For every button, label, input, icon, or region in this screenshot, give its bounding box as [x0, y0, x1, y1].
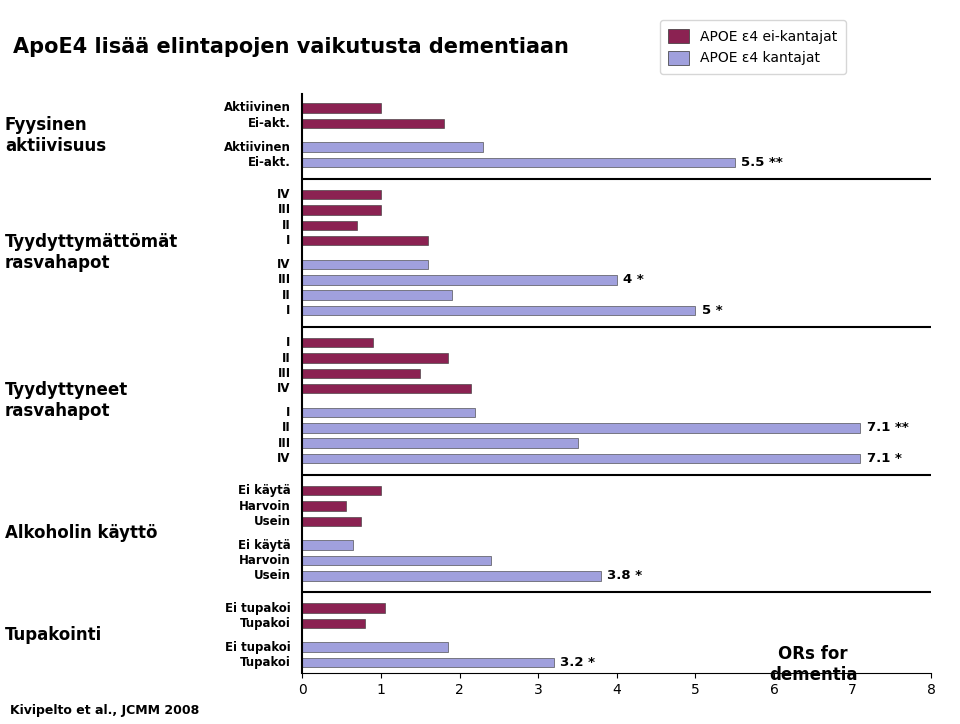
Text: Tupakointi: Tupakointi — [5, 626, 102, 644]
Bar — [302, 384, 471, 393]
Bar — [302, 221, 357, 230]
Text: IV: IV — [277, 452, 291, 465]
Text: Ei käytä: Ei käytä — [238, 484, 291, 497]
Text: Usein: Usein — [253, 515, 291, 528]
Text: II: II — [282, 352, 291, 364]
Bar — [302, 556, 491, 565]
Text: III: III — [277, 203, 291, 216]
Bar — [302, 642, 447, 652]
Text: I: I — [286, 336, 291, 349]
Bar — [302, 408, 475, 417]
Bar — [302, 658, 554, 668]
Text: 5 *: 5 * — [702, 304, 722, 317]
Bar — [302, 119, 444, 128]
Text: ApoE4 lisää elintapojen vaikutusta dementiaan: ApoE4 lisää elintapojen vaikutusta demen… — [13, 37, 569, 57]
Text: Fyysinen
aktiivisuus: Fyysinen aktiivisuus — [5, 116, 106, 154]
Text: Tyydyttymättömät
rasvahapot: Tyydyttymättömät rasvahapot — [5, 233, 178, 272]
Text: 5.5 **: 5.5 ** — [741, 156, 782, 169]
Bar — [302, 190, 381, 199]
Text: I: I — [286, 234, 291, 247]
Bar — [302, 236, 428, 245]
Text: II: II — [282, 421, 291, 434]
Text: II: II — [282, 219, 291, 232]
Bar — [302, 260, 428, 269]
Text: III: III — [277, 437, 291, 450]
Bar — [302, 143, 483, 152]
Text: Aktiivinen: Aktiivinen — [224, 101, 291, 114]
Text: Tupakoi: Tupakoi — [240, 656, 291, 669]
Text: Ei tupakoi: Ei tupakoi — [225, 602, 291, 615]
Bar — [302, 603, 385, 613]
Text: Harvoin: Harvoin — [239, 554, 291, 567]
Bar — [302, 571, 601, 581]
Text: III: III — [277, 273, 291, 286]
Text: 3.8 *: 3.8 * — [608, 569, 642, 582]
Bar — [302, 369, 420, 378]
Text: I: I — [286, 406, 291, 419]
Text: I: I — [286, 304, 291, 317]
Text: 7.1 *: 7.1 * — [867, 452, 901, 465]
Bar — [302, 454, 860, 463]
Text: Ei käytä: Ei käytä — [238, 539, 291, 552]
Text: Kivipelto et al., JCMM 2008: Kivipelto et al., JCMM 2008 — [10, 704, 199, 717]
Bar — [302, 517, 361, 526]
Text: II: II — [282, 289, 291, 302]
Bar — [302, 423, 860, 432]
Bar — [302, 439, 578, 448]
Text: IV: IV — [277, 382, 291, 395]
Bar — [302, 619, 365, 628]
Text: 7.1 **: 7.1 ** — [867, 421, 908, 434]
Bar — [302, 353, 447, 363]
Text: Ei-akt.: Ei-akt. — [248, 117, 291, 130]
Text: Harvoin: Harvoin — [239, 500, 291, 513]
Legend: APOE ε4 ei-kantajat, APOE ε4 kantajat: APOE ε4 ei-kantajat, APOE ε4 kantajat — [660, 20, 846, 74]
Text: 3.2 *: 3.2 * — [561, 656, 595, 669]
Bar — [302, 338, 373, 348]
Text: III: III — [277, 367, 291, 380]
Text: IV: IV — [277, 188, 291, 201]
Text: IV: IV — [277, 258, 291, 271]
Bar — [302, 158, 734, 167]
Bar — [302, 275, 616, 285]
Text: Usein: Usein — [253, 569, 291, 582]
Bar — [302, 540, 353, 550]
Bar — [302, 290, 452, 300]
Text: Alkoholin käyttö: Alkoholin käyttö — [5, 524, 157, 542]
Bar — [302, 486, 381, 495]
Bar — [302, 104, 381, 113]
Bar — [302, 306, 695, 315]
Bar — [302, 501, 346, 511]
Bar — [302, 205, 381, 215]
Text: Ei-akt.: Ei-akt. — [248, 156, 291, 169]
Text: Aktiivinen: Aktiivinen — [224, 140, 291, 153]
Text: Ei tupakoi: Ei tupakoi — [225, 641, 291, 654]
Text: 4 *: 4 * — [623, 273, 644, 286]
Text: Tupakoi: Tupakoi — [240, 617, 291, 630]
Text: Tyydyttyneet
rasvahapot: Tyydyttyneet rasvahapot — [5, 382, 128, 420]
Text: ORs for
dementia: ORs for dementia — [769, 646, 857, 684]
